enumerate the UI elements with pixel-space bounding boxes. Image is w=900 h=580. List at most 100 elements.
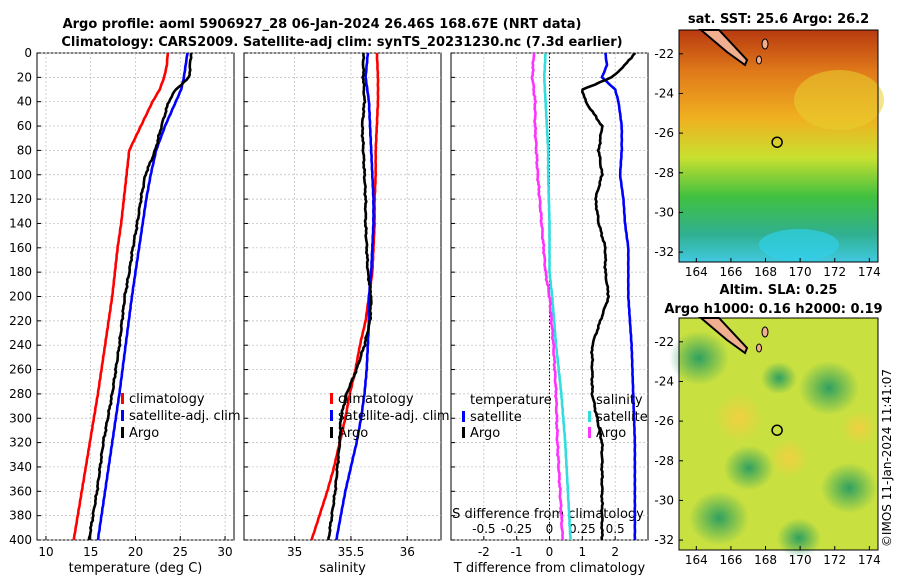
lat-tick-label: -24 <box>654 86 674 100</box>
temperature-legend-swatch <box>121 410 124 421</box>
series-line-satellite-adj-clim <box>96 53 189 540</box>
temperature-xtick-label: 30 <box>217 545 232 559</box>
sst-cool-patch <box>759 229 839 261</box>
sla-low-anomaly <box>761 361 797 395</box>
salinity-diff-tick-label: 0.5 <box>606 522 625 536</box>
depth-tick-label: 400 <box>9 533 32 547</box>
temperature-xtick-label: 10 <box>38 545 53 559</box>
lon-tick-label: 164 <box>685 553 708 567</box>
temperature-xtick-label: 15 <box>83 545 98 559</box>
sla-high-anomaly <box>714 393 764 443</box>
series-line-salinity-satellite <box>542 53 572 540</box>
depth-tick-label: 300 <box>9 411 32 425</box>
sst-map: sat. SST: 25.6 Argo: 26.2 164 166 168 170 172… <box>654 12 884 279</box>
loyalty-island <box>761 38 769 50</box>
salinity-diff-tick-label: -0.5 <box>472 522 495 536</box>
lat-tick-label: -30 <box>654 205 674 219</box>
depth-tick-label: 220 <box>9 314 32 328</box>
sla-map-title-line1: Altim. SLA: 0.25 <box>720 283 838 298</box>
difference-xtick-label: -1 <box>511 545 523 559</box>
lon-tick-label: 168 <box>754 553 777 567</box>
salinity-diff-tick-label: -0.25 <box>501 522 532 536</box>
sal-legend-title: salinity <box>596 393 643 408</box>
depth-tick-label: 0 <box>24 46 32 60</box>
panel-temperature: 0 20 40 60 80 100 120 140 160 180 200 220 240 260 280 3… <box>9 46 241 576</box>
panel-salinity: 35 35.5 36 salinity climatology satellite-adj… <box>243 52 450 576</box>
difference-series <box>530 53 637 540</box>
lon-tick-label: 166 <box>719 265 742 279</box>
sal-legend-label: Argo <box>596 426 626 441</box>
series-line-climatology <box>72 53 169 540</box>
difference-xtick-label: 1 <box>579 545 587 559</box>
depth-tick-label: 240 <box>9 338 32 352</box>
loyalty-island <box>756 55 762 65</box>
depth-tick-label: 100 <box>9 168 32 182</box>
lat-tick-label: -26 <box>654 414 674 428</box>
difference-xtick-label: -2 <box>478 545 490 559</box>
sla-map: Altim. SLA: 0.25 Argo h1000: 0.16 h2000: … <box>654 283 882 567</box>
lon-tick-label: 172 <box>823 265 846 279</box>
salinity-xtick-label: 35.5 <box>338 545 365 559</box>
salinity-diff-tick-label: 0 <box>546 522 554 536</box>
sla-low-anomaly <box>724 445 774 491</box>
sst-field <box>679 30 878 262</box>
depth-tick-label: 80 <box>17 143 32 157</box>
temperature-legend-label: climatology <box>129 392 205 407</box>
depth-tick-label: 200 <box>9 290 32 304</box>
figure-title-line2: Climatology: CARS2009. Satellite-adj cli… <box>61 35 622 50</box>
temperature-series <box>72 53 193 540</box>
sal-legend-swatch <box>588 427 591 438</box>
depth-tick-label: 380 <box>9 509 32 523</box>
salinity-legend-swatch <box>330 410 333 421</box>
lon-tick-label: 174 <box>858 265 881 279</box>
salinity-legend-label: climatology <box>338 392 414 407</box>
lat-tick-label: -26 <box>654 126 674 140</box>
lat-tick-label: -30 <box>654 493 674 507</box>
salinity-xtick-label: 36 <box>400 545 415 559</box>
lat-tick-label: -32 <box>654 533 674 547</box>
sst-map-title: sat. SST: 25.6 Argo: 26.2 <box>688 12 869 27</box>
sla-low-anomaly <box>669 331 729 385</box>
salinity-xtick-label: 35 <box>287 545 302 559</box>
lon-tick-label: 174 <box>858 553 881 567</box>
salinity-diff-tick-label: 0.25 <box>569 522 596 536</box>
depth-tick-label: 60 <box>17 119 32 133</box>
lon-tick-label: 170 <box>789 553 812 567</box>
series-line-argo <box>327 53 373 540</box>
lon-tick-label: 170 <box>789 265 812 279</box>
temperature-xtick-label: 25 <box>173 545 188 559</box>
salinity-legend-swatch <box>330 393 333 404</box>
temp-legend-label: Argo <box>470 426 500 441</box>
argo-float-marker <box>771 424 783 436</box>
series-line-argo <box>87 53 193 540</box>
argo-float-marker <box>771 136 783 148</box>
lon-tick-label: 172 <box>823 553 846 567</box>
difference-xtick-label: 0 <box>546 545 554 559</box>
salinity-legend-label: satellite-adj. clim <box>338 409 450 424</box>
sla-low-anomaly <box>799 361 859 415</box>
salinity-legend-swatch <box>330 427 333 438</box>
depth-tick-label: 360 <box>9 484 32 498</box>
sla-high-anomaly <box>769 438 809 478</box>
temperature-legend-swatch <box>121 427 124 438</box>
salinity-legend-label: Argo <box>338 426 368 441</box>
depth-tick-label: 280 <box>9 387 32 401</box>
temperature-xtick-label: 20 <box>128 545 143 559</box>
sst-map-frame <box>678 29 879 263</box>
depth-tick-label: 340 <box>9 460 32 474</box>
loyalty-island <box>756 343 762 353</box>
lat-tick-label: -28 <box>654 166 674 180</box>
series-line-satellite-adj-clim <box>335 53 375 540</box>
lat-tick-label: -28 <box>654 454 674 468</box>
depth-tick-label: 160 <box>9 241 32 255</box>
depth-tick-label: 40 <box>17 95 32 109</box>
panel-difference: -2 -1 0 1 2 T difference from climatology S di… <box>450 52 649 576</box>
temp-legend-swatch <box>462 427 465 438</box>
temp-legend-title: temperature <box>470 393 552 408</box>
lon-tick-label: 166 <box>719 553 742 567</box>
sal-legend-swatch <box>588 411 591 422</box>
difference-xtick-label: 2 <box>611 545 619 559</box>
temperature-legend-swatch <box>121 393 124 404</box>
lat-tick-label: -24 <box>654 374 674 388</box>
sla-high-anomaly <box>841 410 877 446</box>
